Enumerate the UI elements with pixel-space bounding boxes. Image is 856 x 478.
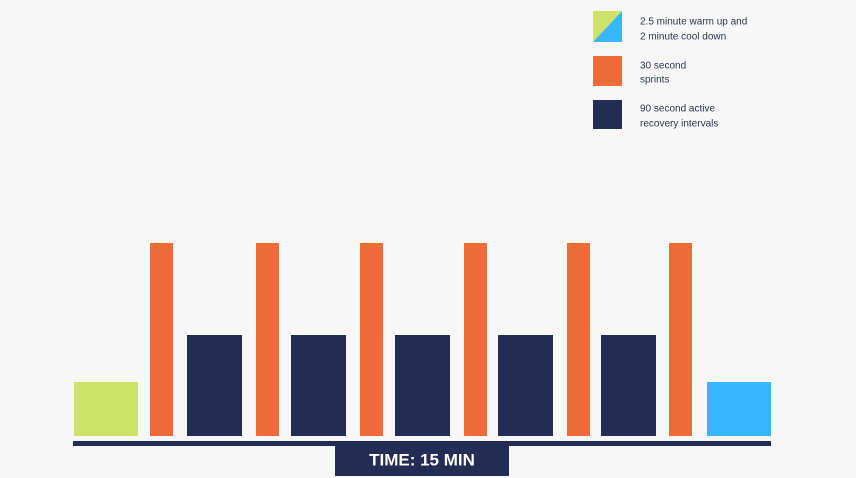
legend-swatch-recovery xyxy=(593,100,622,129)
legend-text: 90 second active xyxy=(640,104,715,115)
recovery-block xyxy=(187,335,242,436)
legend-text: sprints xyxy=(640,75,669,86)
sprint-block xyxy=(256,243,279,436)
footer-box xyxy=(335,445,509,476)
sprint-block xyxy=(669,243,692,436)
recovery-block xyxy=(395,335,450,436)
recovery-block xyxy=(498,335,553,436)
timeline xyxy=(73,441,771,446)
cooldown-block xyxy=(707,382,771,436)
legend-text: 2 minute cool down xyxy=(640,32,726,43)
footer-label: TIME: 15 MIN xyxy=(369,450,475,469)
recovery-block xyxy=(291,335,346,436)
legend-swatch-cooldown xyxy=(593,11,622,42)
legend-text: 30 second xyxy=(640,61,686,72)
legend-text: 2.5 minute warm up and xyxy=(640,17,747,28)
legend-text: recovery intervals xyxy=(640,119,718,130)
sprint-block xyxy=(150,243,173,436)
sprint-block xyxy=(464,243,487,436)
sprint-block xyxy=(567,243,590,436)
legend-swatch-sprint xyxy=(593,56,622,86)
warmup-block xyxy=(74,382,138,436)
sprint-block xyxy=(360,243,383,436)
recovery-block xyxy=(601,335,656,436)
